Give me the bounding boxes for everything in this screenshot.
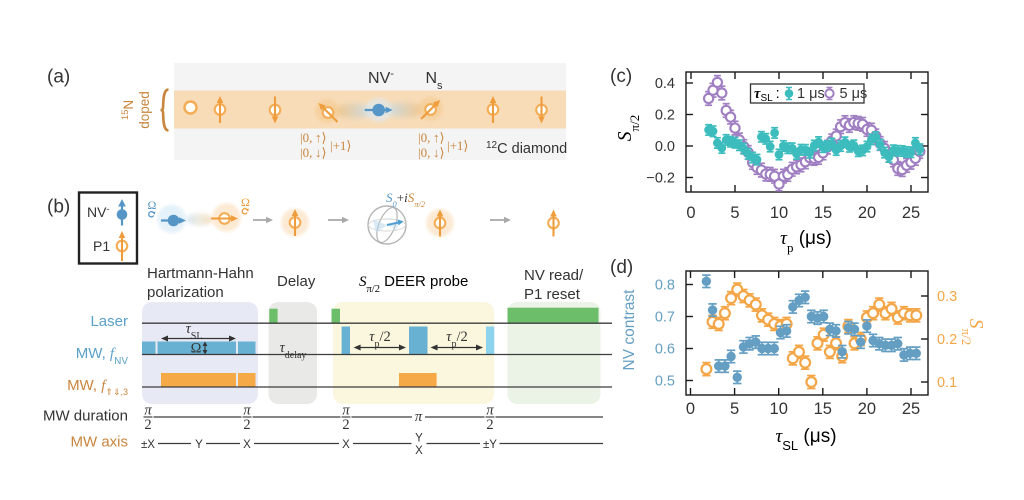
svg-text:−0.2: −0.2 bbox=[646, 171, 675, 187]
svg-text:|0, ↑⟩: |0, ↑⟩ bbox=[418, 130, 445, 145]
svg-text:π: π bbox=[415, 409, 423, 425]
svg-text:0: 0 bbox=[686, 204, 695, 222]
svg-text:20: 20 bbox=[858, 204, 876, 222]
svg-text:0.7: 0.7 bbox=[655, 310, 675, 326]
svg-text:±X: ±X bbox=[141, 439, 155, 451]
svg-text:π: π bbox=[486, 403, 494, 419]
svg-text:(a): (a) bbox=[47, 67, 70, 88]
svg-text:P1 reset: P1 reset bbox=[524, 286, 581, 303]
svg-text:25: 25 bbox=[902, 204, 920, 222]
svg-text:Hartmann-Hahn: Hartmann-Hahn bbox=[147, 265, 254, 282]
svg-text:Ω: Ω bbox=[191, 341, 202, 357]
svg-text:X: X bbox=[342, 439, 350, 451]
svg-text:|0, ↑⟩: |0, ↑⟩ bbox=[300, 130, 327, 145]
svg-text:±Y: ±Y bbox=[483, 439, 497, 451]
svg-text:Y: Y bbox=[195, 439, 203, 451]
svg-text:|+1⟩: |+1⟩ bbox=[447, 138, 469, 153]
svg-text:0.4: 0.4 bbox=[655, 76, 675, 92]
svg-text:polarization: polarization bbox=[147, 284, 224, 301]
svg-text:MW axis: MW axis bbox=[71, 434, 129, 451]
svg-text:τdelay: τdelay bbox=[280, 340, 307, 361]
svg-text:12C diamond: 12C diamond bbox=[486, 140, 567, 158]
svg-text:10: 10 bbox=[770, 204, 788, 222]
svg-text:10: 10 bbox=[770, 400, 788, 418]
svg-text:NV contrast: NV contrast bbox=[621, 289, 638, 371]
svg-text:π: π bbox=[144, 403, 152, 419]
svg-text:τp (μs): τp (μs) bbox=[780, 228, 832, 255]
svg-text:5: 5 bbox=[730, 204, 739, 222]
svg-text:20: 20 bbox=[858, 400, 876, 418]
svg-text:5: 5 bbox=[730, 400, 739, 418]
svg-text:2: 2 bbox=[243, 417, 250, 433]
svg-text:2: 2 bbox=[486, 417, 493, 433]
svg-text:0.3: 0.3 bbox=[937, 289, 957, 305]
svg-text:P1: P1 bbox=[93, 238, 110, 254]
svg-text:2: 2 bbox=[144, 417, 151, 433]
svg-text:Sπ/2 DEER probe: Sπ/2 DEER probe bbox=[359, 273, 468, 295]
svg-text:τSL (μs): τSL (μs) bbox=[775, 426, 836, 453]
svg-text:0.0: 0.0 bbox=[655, 139, 675, 155]
svg-text:Laser: Laser bbox=[90, 313, 128, 330]
svg-text:0.6: 0.6 bbox=[655, 342, 675, 358]
svg-text:Ω: Ω bbox=[148, 198, 157, 212]
svg-text:NV-: NV- bbox=[368, 68, 394, 87]
svg-text:|+1⟩: |+1⟩ bbox=[330, 138, 352, 153]
svg-text:0.2: 0.2 bbox=[655, 108, 675, 124]
svg-text:π: π bbox=[243, 403, 251, 419]
svg-text:0.2: 0.2 bbox=[937, 332, 957, 348]
svg-text:15N: 15N bbox=[120, 100, 137, 120]
svg-text:Ω: Ω bbox=[241, 195, 250, 209]
svg-text:Sπ/2: Sπ/2 bbox=[960, 319, 987, 345]
svg-text:0.5: 0.5 bbox=[655, 374, 675, 390]
svg-text:MW, f⇑⇓,3: MW, f⇑⇓,3 bbox=[67, 377, 128, 397]
svg-text:25: 25 bbox=[902, 400, 920, 418]
svg-text:|0, ↓⟩: |0, ↓⟩ bbox=[418, 145, 445, 160]
svg-text:NV-: NV- bbox=[87, 204, 109, 220]
svg-text:|0, ↓⟩: |0, ↓⟩ bbox=[300, 145, 327, 160]
svg-text:MW, fNV: MW, fNV bbox=[76, 345, 129, 367]
svg-text:Y: Y bbox=[415, 433, 423, 445]
svg-text:Sπ/2: Sπ/2 bbox=[615, 115, 642, 141]
svg-text:1 μs: 1 μs bbox=[797, 86, 825, 102]
svg-text:(c): (c) bbox=[610, 66, 632, 87]
svg-text:(d): (d) bbox=[610, 257, 633, 278]
svg-text:doped: doped bbox=[137, 91, 152, 129]
svg-text:(b): (b) bbox=[47, 197, 70, 218]
svg-text:π: π bbox=[342, 403, 350, 419]
svg-text:MW duration: MW duration bbox=[43, 408, 128, 425]
svg-text:NV read/: NV read/ bbox=[524, 267, 584, 284]
svg-text:S0+iSπ/2: S0+iSπ/2 bbox=[386, 190, 426, 209]
svg-text:X: X bbox=[415, 445, 423, 457]
svg-text:X: X bbox=[243, 439, 251, 451]
svg-text:0.1: 0.1 bbox=[937, 375, 957, 391]
svg-text:0: 0 bbox=[686, 400, 695, 418]
svg-text:15: 15 bbox=[814, 204, 832, 222]
svg-text:Delay: Delay bbox=[277, 273, 316, 290]
svg-text:5 μs: 5 μs bbox=[840, 86, 868, 102]
svg-text:τSL :: τSL : bbox=[754, 86, 780, 104]
svg-text:15: 15 bbox=[814, 400, 832, 418]
svg-text:2: 2 bbox=[342, 417, 349, 433]
svg-text:0.8: 0.8 bbox=[655, 278, 675, 294]
